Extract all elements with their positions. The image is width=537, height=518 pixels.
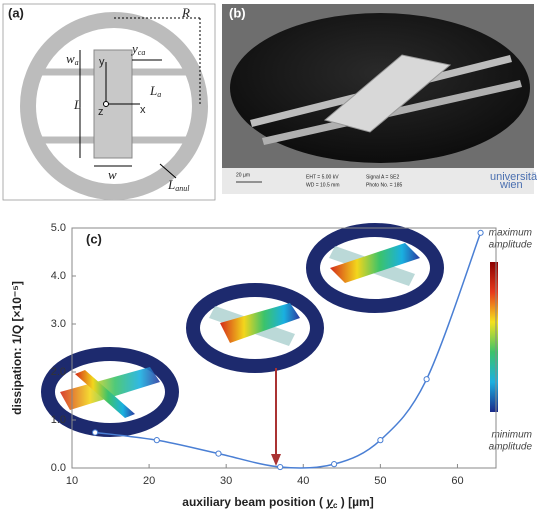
- axis-letter: x: [140, 104, 146, 116]
- x-tick-label: 40: [297, 475, 309, 487]
- sem-info: EHT = 5.00 kV: [306, 174, 339, 180]
- x-axis-label: auxiliary beam position ( yc ) [µm]: [182, 495, 373, 510]
- y-tick-label: 2.0: [51, 366, 66, 378]
- y-tick-label: 1.0: [51, 414, 66, 426]
- axis-letter: y: [99, 56, 105, 68]
- x-tick-label: 10: [66, 475, 78, 487]
- data-point: [278, 464, 283, 469]
- data-line: [95, 233, 480, 468]
- colorbar-label: amplitude: [489, 442, 533, 453]
- data-point: [424, 377, 429, 382]
- x-tick-label: 30: [220, 475, 232, 487]
- panel-label: (b): [229, 5, 246, 20]
- schematic-label: L: [73, 97, 81, 112]
- data-point: [216, 451, 221, 456]
- y-tick-label: 5.0: [51, 222, 66, 234]
- axis-letter: z: [98, 106, 104, 118]
- data-point: [93, 430, 98, 435]
- sem-info: Photo No. = 185: [366, 182, 402, 188]
- sem-scale: 20 µm: [236, 172, 250, 178]
- sem-image: (b) 20 µm EHT = 5.00 kV WD = 10.5 mm Sig…: [222, 4, 537, 194]
- colorbar-label: maximum: [489, 228, 532, 239]
- mode-insets: [48, 230, 498, 430]
- y-tick-label: 0.0: [51, 462, 66, 474]
- data-point: [154, 438, 159, 443]
- y-axis-label: dissipation: 1/Q [×10⁻⁵]: [10, 281, 24, 415]
- x-tick-label: 20: [143, 475, 155, 487]
- schematic-label: R: [181, 5, 190, 20]
- x-tick-label: 50: [374, 475, 386, 487]
- panel-label: (a): [8, 5, 24, 20]
- sem-info: Signal A = SE2: [366, 174, 399, 180]
- y-tick-label: 3.0: [51, 318, 66, 330]
- figure: (a) R wa yca L La w Lanul x y z (b) 20 µ…: [0, 0, 537, 518]
- colorbar-label: minimum: [491, 430, 532, 441]
- panel-label: (c): [86, 231, 102, 246]
- colorbar-label: amplitude: [489, 240, 533, 251]
- sem-info: WD = 10.5 mm: [306, 182, 339, 188]
- logo: wien: [499, 179, 523, 191]
- data-point: [332, 462, 337, 467]
- x-tick-label: 60: [451, 475, 463, 487]
- data-point: [478, 230, 483, 235]
- y-tick-label: 4.0: [51, 270, 66, 282]
- schematic: (a) R wa yca L La w Lanul x y z: [3, 4, 215, 200]
- data-point: [378, 438, 383, 443]
- schematic-label: w: [108, 167, 117, 182]
